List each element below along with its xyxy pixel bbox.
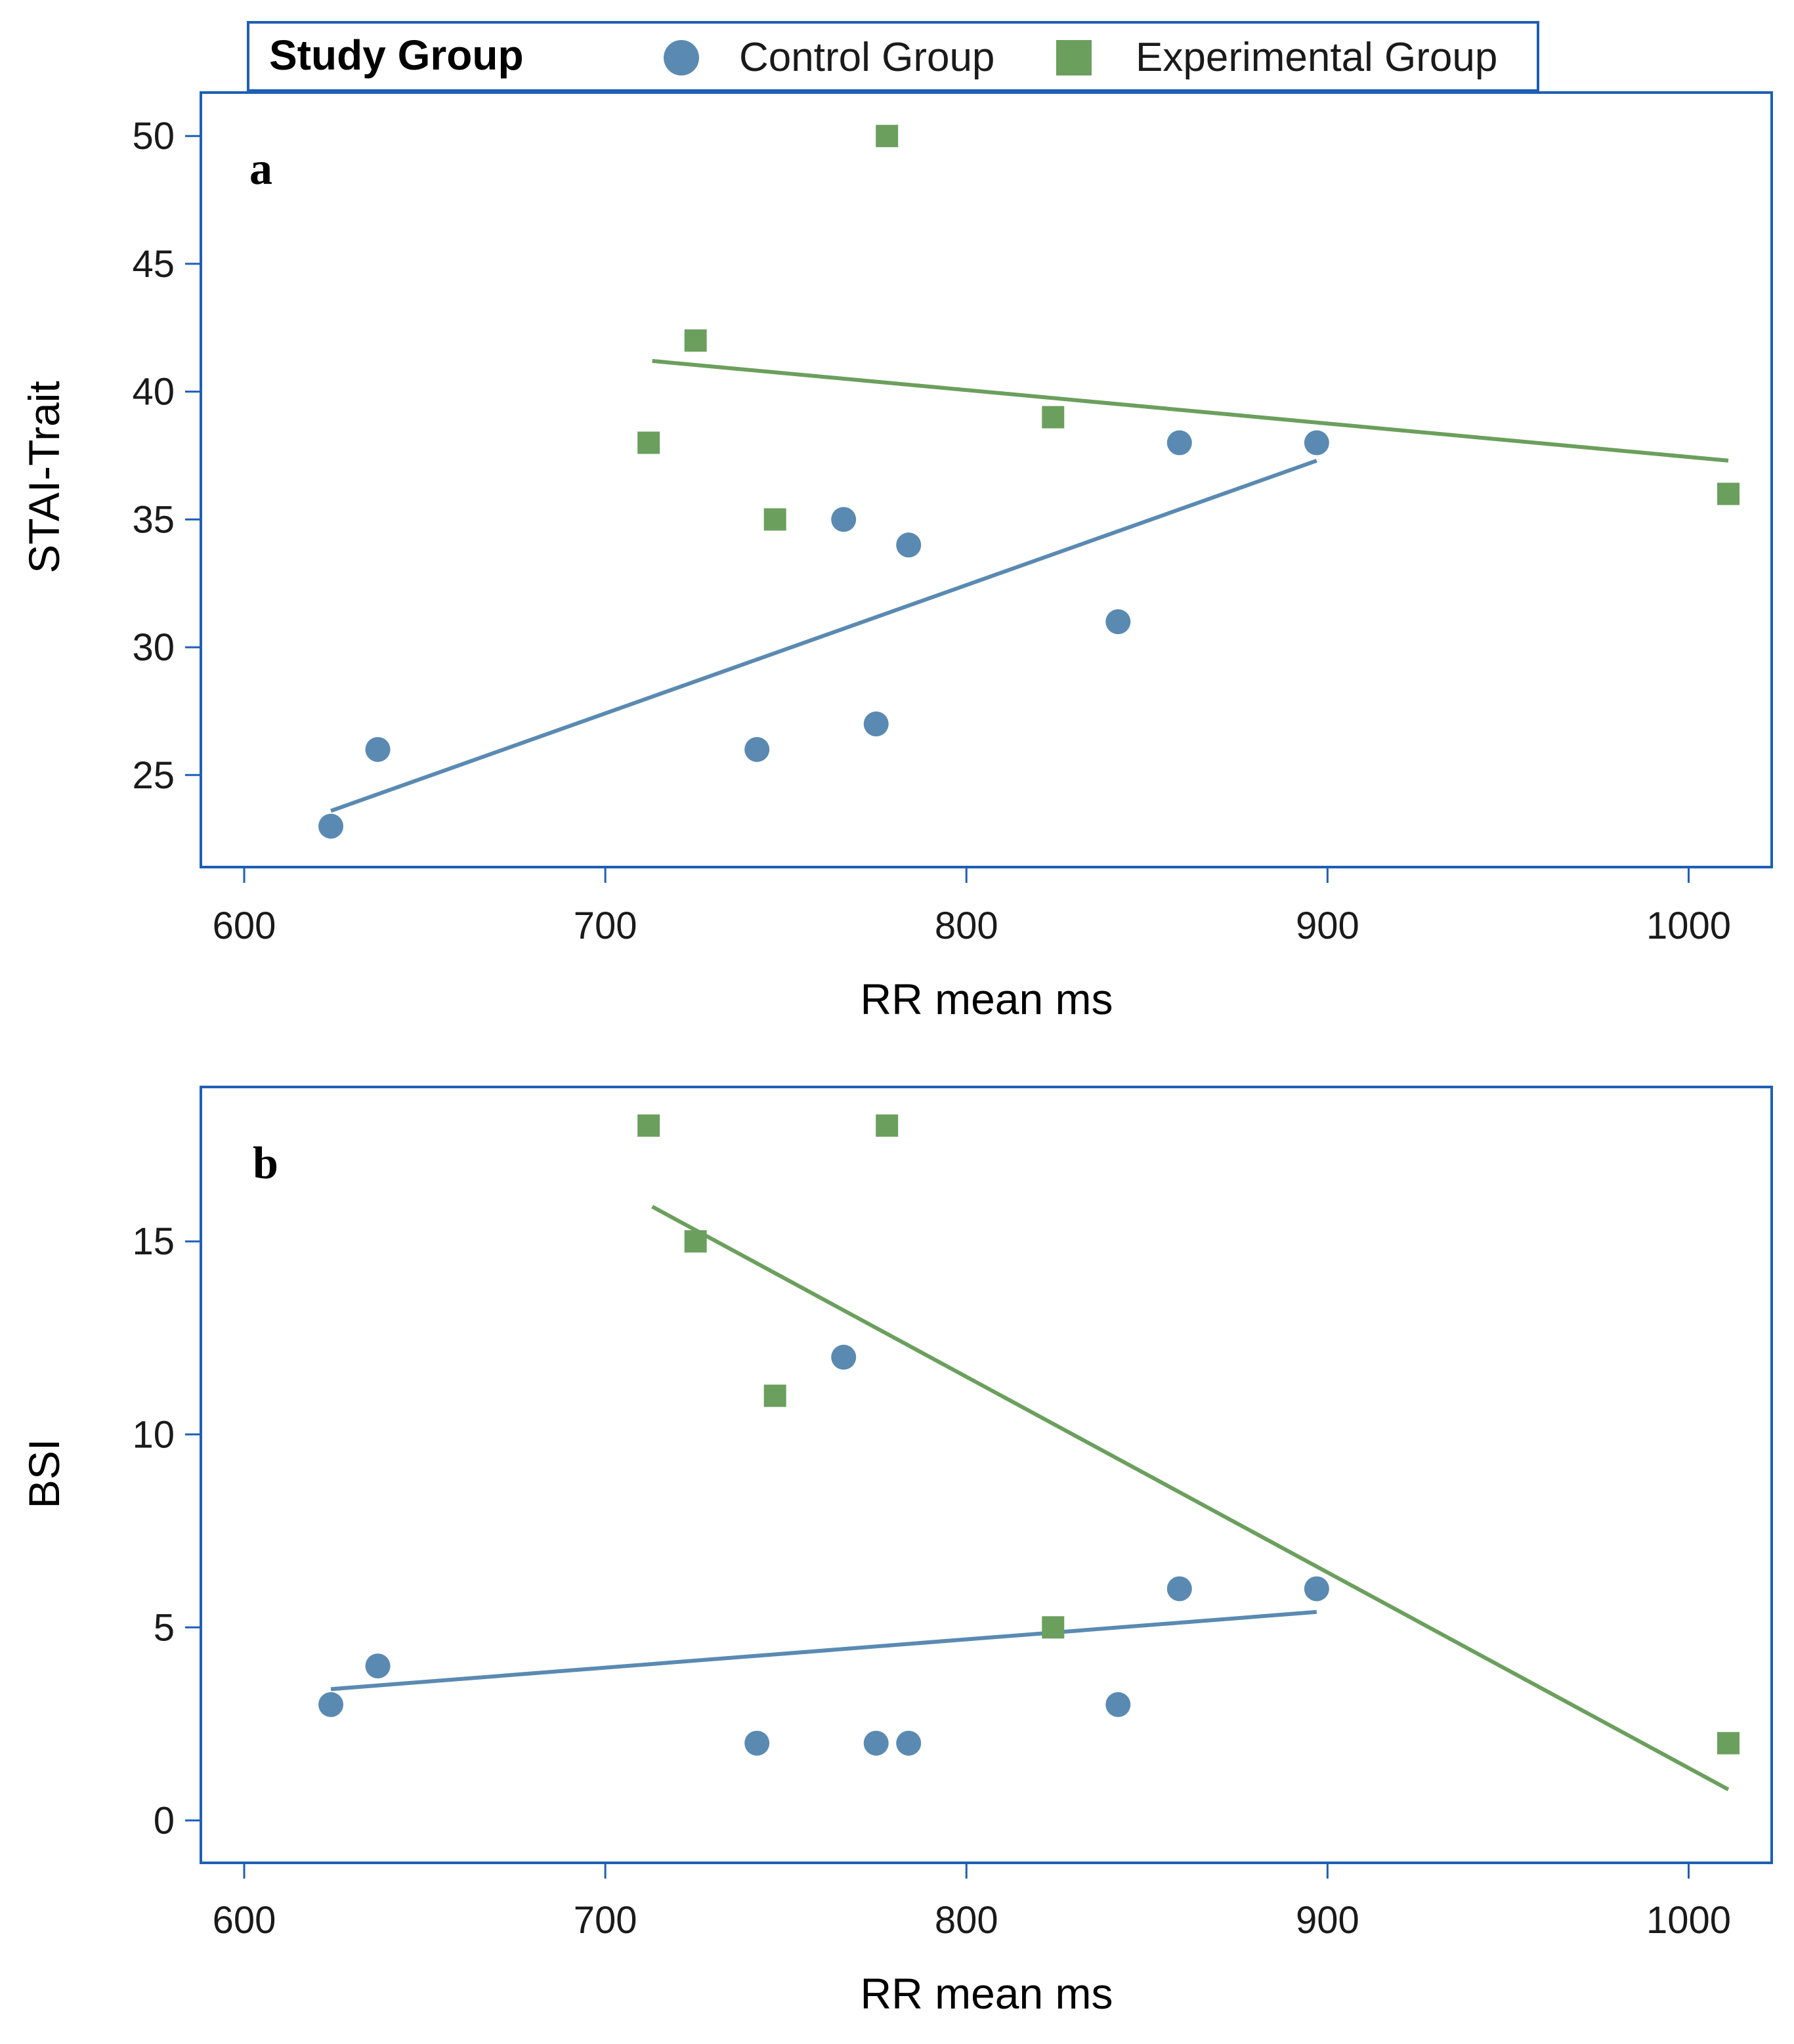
y-tick-label: 30 <box>132 626 175 669</box>
legend-label-control: Control Group <box>739 35 994 80</box>
y-tick-label: 35 <box>132 498 175 541</box>
point-control-group <box>318 1692 344 1717</box>
point-control-group <box>831 507 857 532</box>
y-ticks-a: 25 30 35 40 45 50 <box>132 115 201 797</box>
plot-frame-a <box>200 91 1773 868</box>
x-ticks-a: 600 700 800 900 1000 <box>213 867 1731 947</box>
point-control-group <box>1166 1576 1192 1602</box>
point-experimental-group <box>637 431 660 454</box>
panel-b: b 600 700 800 900 1000 0 5 10 15 RR mean ms BSI <box>20 1086 1773 2018</box>
y-tick-label: 50 <box>132 115 175 158</box>
point-control-group <box>896 532 922 558</box>
plot-frame-b <box>200 1086 1773 1864</box>
x-axis-title-b: RR mean ms <box>860 1969 1113 2018</box>
x-ticks-b: 600 700 800 900 1000 <box>213 1863 1731 1942</box>
panel-label-a: a <box>249 144 272 194</box>
legend-circle-icon <box>664 40 699 75</box>
y-axis-title-b: BSI <box>20 1439 68 1508</box>
x-tick-label: 700 <box>574 1899 637 1942</box>
legend-square-icon <box>1056 40 1092 75</box>
point-experimental-group <box>637 1114 660 1137</box>
point-control-group <box>863 711 889 736</box>
point-experimental-group <box>763 508 786 531</box>
x-tick-label: 1000 <box>1646 1899 1731 1942</box>
x-axis-title-a: RR mean ms <box>860 975 1113 1023</box>
point-experimental-group <box>876 125 899 148</box>
y-tick-label: 5 <box>154 1606 175 1649</box>
point-control-group <box>863 1730 889 1756</box>
legend: Study Group Control Group Experimental G… <box>247 21 1539 92</box>
point-experimental-group <box>876 1114 899 1137</box>
point-experimental-group <box>684 1230 707 1253</box>
legend-title: Study Group <box>269 32 524 79</box>
point-control-group <box>1304 1576 1329 1602</box>
point-control-group <box>365 1653 391 1679</box>
point-experimental-group <box>763 1384 786 1407</box>
x-tick-label: 900 <box>1296 905 1359 947</box>
fit-line-control-group <box>330 458 1317 813</box>
points-b <box>318 1114 1740 1756</box>
legend-box <box>247 21 1539 92</box>
y-ticks-b: 0 5 10 15 <box>132 1220 201 1842</box>
point-control-group <box>1304 430 1329 456</box>
fit-line-experimental-group <box>652 358 1729 463</box>
point-experimental-group <box>1717 1732 1740 1755</box>
point-experimental-group <box>1042 406 1065 429</box>
fit-line-experimental-group <box>651 1204 1730 1791</box>
point-experimental-group <box>1042 1616 1065 1639</box>
legend-label-experimental: Experimental Group <box>1136 35 1497 80</box>
point-experimental-group <box>684 329 707 352</box>
point-control-group <box>318 813 344 839</box>
fit-lines-b <box>330 1204 1730 1791</box>
x-tick-label: 600 <box>213 1899 276 1942</box>
y-tick-label: 40 <box>132 371 175 414</box>
y-tick-label: 25 <box>132 754 175 797</box>
y-axis-title-a: STAI-Trait <box>20 381 68 573</box>
y-tick-label: 15 <box>132 1220 175 1263</box>
points-a <box>318 125 1740 839</box>
y-tick-label: 10 <box>132 1413 175 1456</box>
y-tick-label: 45 <box>132 243 175 286</box>
point-control-group <box>744 736 770 762</box>
y-tick-label: 0 <box>154 1799 175 1842</box>
point-control-group <box>1105 1692 1131 1717</box>
x-tick-label: 600 <box>213 905 276 947</box>
point-control-group <box>365 736 391 762</box>
point-control-group <box>744 1730 770 1756</box>
point-control-group <box>1105 609 1131 635</box>
panel-a: a 600 700 800 900 1000 25 30 35 40 45 50 RR mean … <box>20 91 1773 1023</box>
x-tick-label: 800 <box>935 905 998 947</box>
point-experimental-group <box>1717 482 1740 505</box>
point-control-group <box>1166 430 1192 456</box>
point-control-group <box>896 1730 922 1756</box>
point-control-group <box>831 1344 857 1370</box>
panel-label-b: b <box>253 1138 278 1189</box>
x-tick-label: 1000 <box>1646 905 1731 947</box>
fit-lines-a <box>330 358 1729 813</box>
fit-line-control-group <box>330 1609 1317 1692</box>
x-tick-label: 900 <box>1296 1899 1359 1942</box>
x-tick-label: 800 <box>935 1899 998 1942</box>
x-tick-label: 700 <box>574 905 637 947</box>
